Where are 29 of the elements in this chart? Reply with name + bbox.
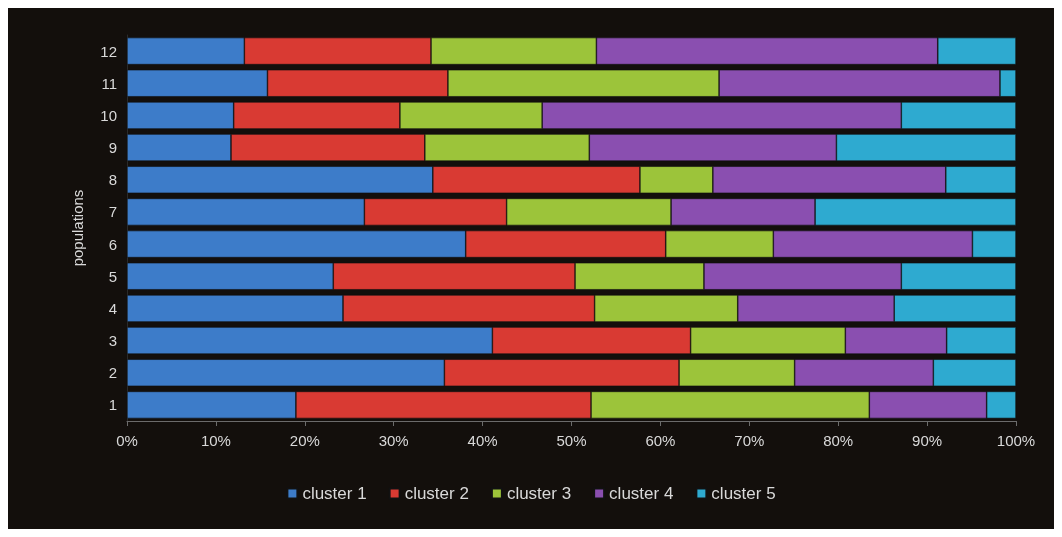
y-tick-label: 10 bbox=[100, 106, 117, 124]
y-tick-label: 6 bbox=[108, 235, 117, 253]
x-tick-label: 30% bbox=[378, 432, 409, 449]
y-tick-label: 8 bbox=[108, 171, 117, 189]
legend-label: cluster 5 bbox=[711, 484, 776, 503]
x-tick-label: 20% bbox=[289, 432, 320, 449]
y-tick-label: 5 bbox=[108, 267, 117, 285]
x-tick-label: 50% bbox=[556, 432, 587, 449]
y-tick-label: 9 bbox=[108, 139, 117, 157]
y-tick-label: 4 bbox=[108, 299, 117, 317]
x-tick-label: 80% bbox=[823, 432, 854, 449]
x-tick-label: 100% bbox=[996, 432, 1036, 449]
x-tick-label: 90% bbox=[912, 432, 943, 449]
y-tick-label: 1 bbox=[108, 396, 117, 414]
x-tick-label: 70% bbox=[734, 432, 765, 449]
x-tick-label: 60% bbox=[645, 432, 676, 449]
y-tick-label: 2 bbox=[108, 364, 117, 382]
legend-label: cluster 1 bbox=[302, 484, 367, 503]
legend-label: cluster 4 bbox=[609, 484, 674, 503]
x-tick-label: 10% bbox=[200, 432, 231, 449]
y-tick-label: 12 bbox=[100, 42, 117, 60]
legend-label: cluster 3 bbox=[506, 484, 572, 503]
legend-label: cluster 2 bbox=[404, 484, 469, 503]
y-axis-title: populations bbox=[69, 189, 86, 267]
x-tick-label: 0% bbox=[116, 432, 138, 449]
y-tick-label: 3 bbox=[108, 332, 117, 350]
y-tick-label: 11 bbox=[101, 74, 117, 92]
x-tick-label: 40% bbox=[467, 432, 498, 449]
y-tick-label: 7 bbox=[108, 203, 117, 221]
